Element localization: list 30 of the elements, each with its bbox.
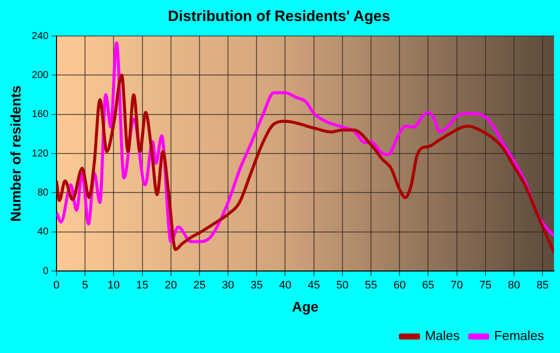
x-tick-label: 55 <box>364 280 378 292</box>
x-tick-label: 65 <box>422 280 434 292</box>
x-tick-label: 40 <box>279 280 292 292</box>
y-tick-label: 160 <box>32 109 49 120</box>
x-tick-label: 15 <box>136 280 148 292</box>
chart-title: Distribution of Residents' Ages <box>168 8 390 26</box>
x-tick-label: 5 <box>82 280 88 292</box>
x-tick-label: 60 <box>393 280 406 292</box>
y-tick-label: 240 <box>32 30 49 42</box>
legend-label: Females <box>494 328 544 344</box>
x-tick-label: 10 <box>108 280 120 292</box>
x-tick-label: 50 <box>336 280 349 292</box>
x-tick-label: 35 <box>250 280 263 292</box>
x-tick-label: 45 <box>308 280 320 292</box>
x-tick-label: 85 <box>536 280 549 292</box>
x-tick-label: 0 <box>53 280 60 292</box>
y-tick-label: 0 <box>42 266 49 277</box>
x-tick-label: 30 <box>222 280 234 292</box>
x-tick-label: 70 <box>450 280 463 292</box>
x-tick-label: 20 <box>164 280 177 292</box>
y-tick-label: 80 <box>37 187 49 198</box>
y-tick-label: 200 <box>32 70 49 81</box>
legend-label: Males <box>424 328 460 344</box>
x-tick-label: 75 <box>479 280 492 292</box>
y-tick-label: 40 <box>37 226 49 238</box>
x-axis-title: Age <box>292 298 319 314</box>
x-tick-label: 80 <box>508 280 520 292</box>
x-tick-label: 25 <box>193 280 206 292</box>
y-axis-title: Number of residents <box>7 85 24 222</box>
y-tick-label: 120 <box>32 148 49 160</box>
